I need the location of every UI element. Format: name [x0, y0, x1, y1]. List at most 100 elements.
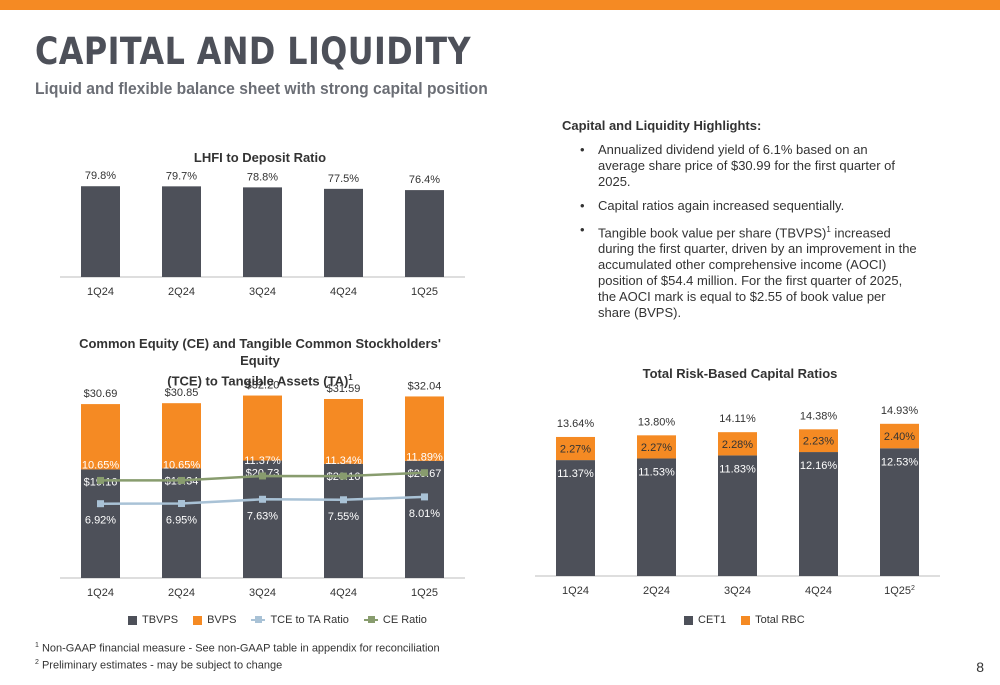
data-label-cet1: 11.53%: [638, 466, 675, 478]
bar: [81, 186, 120, 277]
data-label-tce-ta: 6.92%: [85, 515, 116, 527]
footnote-text: Preliminary estimates - may be subject t…: [41, 659, 283, 672]
data-label-ce-ratio: 11.89%: [406, 452, 443, 464]
bar-total-rbc: [556, 436, 595, 461]
ce-tce-chart-title-line1: Common Equity (CE) and Tangible Common S…: [79, 336, 441, 368]
bar-tbvps: [81, 469, 120, 578]
data-label-ce-ratio: 11.34%: [325, 455, 362, 467]
data-label-ce-ratio: 11.37%: [244, 455, 281, 467]
legend-label-cet1: CET1: [698, 614, 727, 626]
data-label-cet1: 12.16%: [800, 460, 838, 472]
data-label-total-rbc: 2.27%: [560, 444, 591, 456]
legend-label-ce-ratio: CE Ratio: [382, 614, 427, 626]
bar-bvps: [243, 395, 282, 461]
legend-cet1: CET1: [684, 614, 726, 626]
data-label-bvps: $32.04: [408, 380, 442, 392]
legend-label-tbvps: TBVPS: [142, 614, 179, 626]
x-tick-label: 3Q24: [249, 286, 276, 298]
legend-tbvps: TBVPS: [128, 614, 178, 626]
footnotes: 1 Non-GAAP financial measure - See non-G…: [35, 639, 440, 672]
data-label: 76.4%: [409, 174, 440, 186]
lhfi-deposit-ratio-chart: 79.8% 1Q24 79.7% 2Q24 78.8% 3Q24 77.5% 4Q24 76.4…: [60, 170, 465, 298]
x-tick-label: 2Q24: [168, 286, 195, 298]
footnote-text: Non-GAAP financial measure - See non-GAA…: [41, 642, 440, 655]
footnote: 1 Non-GAAP financial measure - See non-G…: [35, 639, 440, 656]
ce-tce-ratio-chart: $30.69$19.161Q24$30.85$19.342Q24$32.20$2…: [60, 380, 465, 599]
legend-swatch-cet1: [684, 615, 693, 625]
total-rbc-ratio-chart: 13.64% 2.27% 11.37% 1Q24 13.80% 2.27% 11.53% 2Q…: [535, 405, 940, 597]
x-tick-label: 1Q24: [87, 286, 114, 298]
data-label-tce-ta: 6.95%: [166, 515, 197, 527]
bar-cet1: [880, 448, 919, 576]
x-tick-label: 3Q24: [724, 585, 751, 597]
ce-tce-chart-title-line2: (TCE) to Tangible Assets (TA)1: [60, 369, 460, 389]
highlights-list: • Annualized dividend yield of 6.1% based…: [562, 142, 962, 321]
bar-bvps: [324, 398, 363, 464]
highlight-item: • Tangible book value per share (TBVPS)1 …: [562, 222, 918, 321]
page-title: CAPITAL AND LIQUIDITY: [35, 30, 471, 73]
tce-ta-marker: [421, 493, 428, 501]
bar: [243, 187, 282, 277]
tce-ta-marker: [178, 500, 185, 508]
footnote: 2 Preliminary estimates - may be subject…: [35, 656, 440, 673]
highlight-item: • Annualized dividend yield of 6.1% based…: [562, 142, 918, 190]
highlight-item: • Capital ratios again increased sequenti…: [562, 198, 918, 214]
x-tick-label: 2Q24: [643, 585, 670, 597]
bar-cet1: [637, 458, 676, 576]
highlights-title: Capital and Liquidity Highlights:: [562, 118, 762, 133]
bar-tbvps: [405, 460, 444, 578]
x-tick-label: 4Q24: [330, 587, 357, 599]
data-label-total: 14.93%: [881, 405, 919, 417]
tce-ta-marker: [97, 500, 104, 508]
data-label: 79.8%: [85, 170, 116, 182]
data-label-bvps: $31.59: [327, 383, 361, 395]
data-label-total-rbc: 2.28%: [722, 439, 753, 451]
x-tick-label: 2Q24: [168, 587, 195, 599]
data-label-total: 14.11%: [719, 413, 756, 425]
legend-swatch-tce-ta: [251, 616, 266, 623]
legend-label-bvps: BVPS: [207, 614, 237, 626]
data-label-total: 13.80%: [638, 416, 676, 428]
bar-tbvps: [324, 463, 363, 578]
legend-swatch-ce-ratio: [363, 616, 378, 623]
ce-ratio-marker: [178, 476, 185, 484]
legend-ce-ratio: CE Ratio: [363, 614, 427, 626]
data-label-cet1: 11.83%: [719, 463, 756, 475]
legend-swatch-total-rbc: [741, 615, 751, 625]
ce-tce-chart-title-line2-text: (TCE) to Tangible Assets (TA): [167, 373, 349, 389]
bar-bvps: [81, 404, 120, 470]
highlight-text: Annualized dividend yield of 6.1% based …: [598, 142, 896, 189]
legend-label-tce-ta: TCE to TA Ratio: [270, 614, 349, 626]
data-label-tce-ta: 7.55%: [328, 511, 359, 523]
x-tick-label: 1Q25: [411, 587, 438, 599]
data-label-ce-ratio: 10.65%: [163, 459, 201, 471]
footnote-mark: 2: [35, 658, 39, 666]
legend-swatch-bvps: [193, 615, 203, 625]
legend-bvps: BVPS: [193, 614, 236, 626]
bar-total-rbc: [880, 423, 919, 449]
data-label-bvps: $32.20: [246, 380, 280, 392]
footnote-mark: 1: [35, 642, 39, 649]
x-tick-label: 4Q24: [805, 585, 832, 597]
bullet-icon: •: [580, 142, 585, 157]
bullet-icon: •: [580, 222, 585, 237]
legend-total-rbc: Total RBC: [741, 614, 805, 626]
x-tick-label: 4Q24: [330, 286, 357, 298]
highlight-text: Tangible book value per share (TBVPS): [598, 225, 827, 241]
data-label-ce-ratio: 10.65%: [82, 459, 120, 471]
bar: [324, 188, 363, 277]
tce-ta-marker: [259, 495, 266, 503]
bar-cet1: [799, 452, 838, 576]
x-tick-label: 3Q24: [249, 587, 276, 599]
page-subtitle: Liquid and flexible balance sheet with s…: [35, 79, 488, 98]
data-label-tce-ta: 8.01%: [409, 508, 440, 520]
ce-tce-title-footnote-mark: 1: [348, 373, 353, 382]
bar-total-rbc: [718, 432, 757, 456]
bar-cet1: [718, 455, 757, 576]
data-label-total: 13.64%: [557, 418, 595, 430]
bar-bvps: [405, 396, 444, 461]
data-label-total-rbc: 2.23%: [803, 436, 834, 448]
data-label-total-rbc: 2.40%: [884, 431, 915, 443]
data-label: 77.5%: [328, 173, 359, 185]
data-label-tce-ta: 7.63%: [247, 510, 278, 522]
